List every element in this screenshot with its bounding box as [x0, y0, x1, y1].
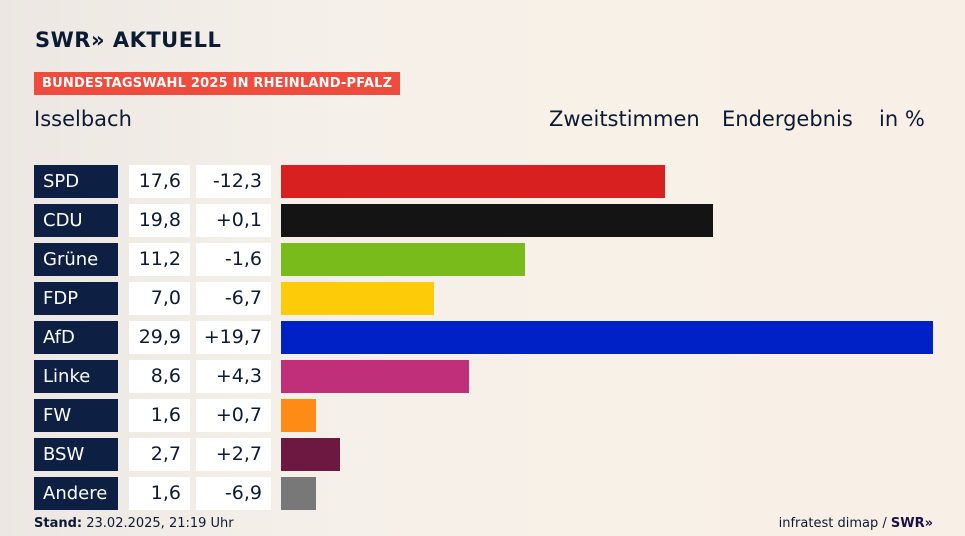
party-bar-linke [281, 360, 469, 393]
header-unit: in % [879, 107, 925, 131]
party-row: Andere 1,6 -6,9 [0, 477, 965, 510]
party-diff: +0,7 [196, 399, 271, 432]
party-bar-fdp [281, 282, 434, 315]
party-row: FW 1,6 +0,7 [0, 399, 965, 432]
party-value: 1,6 [129, 477, 190, 510]
party-row: BSW 2,7 +2,7 [0, 438, 965, 471]
party-diff: -1,6 [196, 243, 271, 276]
stand-value: 23.02.2025, 21:19 Uhr [86, 516, 234, 531]
party-row: CDU 19,8 +0,1 [0, 204, 965, 237]
party-row: SPD 17,6 -12,3 [0, 165, 965, 198]
party-row: FDP 7,0 -6,7 [0, 282, 965, 315]
stand-label: Stand: [34, 516, 83, 531]
party-bar-afd [281, 321, 933, 354]
party-bar-andere [281, 477, 316, 510]
header-endergebnis: Endergebnis [722, 107, 853, 131]
party-name: FDP [34, 282, 118, 315]
party-value: 2,7 [129, 438, 190, 471]
swr-source-logo: SWR» [890, 516, 933, 531]
party-bar-cdu [281, 204, 713, 237]
party-name: SPD [34, 165, 118, 198]
header-zweitstimmen: Zweitstimmen [549, 107, 700, 131]
party-row: Grüne 11,2 -1,6 [0, 243, 965, 276]
party-diff: -6,9 [196, 477, 271, 510]
party-diff: +4,3 [196, 360, 271, 393]
party-name: BSW [34, 438, 118, 471]
party-name: Linke [34, 360, 118, 393]
timestamp: Stand: 23.02.2025, 21:19 Uhr [34, 516, 234, 531]
party-value: 17,6 [129, 165, 190, 198]
party-value: 29,9 [129, 321, 190, 354]
party-bar-grüne [281, 243, 526, 276]
party-name: AfD [34, 321, 118, 354]
party-row: AfD 29,9 +19,7 [0, 321, 965, 354]
party-value: 8,6 [129, 360, 190, 393]
party-bar-spd [281, 165, 665, 198]
swr-aktuell-logo: SWR» AKTUELL [35, 28, 222, 52]
party-name: Andere [34, 477, 118, 510]
party-value: 19,8 [129, 204, 190, 237]
party-name: Grüne [34, 243, 118, 276]
party-value: 1,6 [129, 399, 190, 432]
party-bar-bsw [281, 438, 340, 471]
source-credit: infratest dimap / SWR» [779, 516, 933, 531]
party-diff: -12,3 [196, 165, 271, 198]
party-diff: +0,1 [196, 204, 271, 237]
party-bar-fw [281, 399, 316, 432]
party-row: Linke 8,6 +4,3 [0, 360, 965, 393]
party-name: CDU [34, 204, 118, 237]
party-diff: -6,7 [196, 282, 271, 315]
party-diff: +2,7 [196, 438, 271, 471]
party-diff: +19,7 [196, 321, 271, 354]
source-text: infratest dimap / [778, 516, 887, 531]
party-value: 11,2 [129, 243, 190, 276]
party-name: FW [34, 399, 118, 432]
party-value: 7,0 [129, 282, 190, 315]
election-badge: BUNDESTAGSWAHL 2025 IN RHEINLAND-PFALZ [34, 72, 401, 95]
place-title: Isselbach [34, 107, 132, 131]
